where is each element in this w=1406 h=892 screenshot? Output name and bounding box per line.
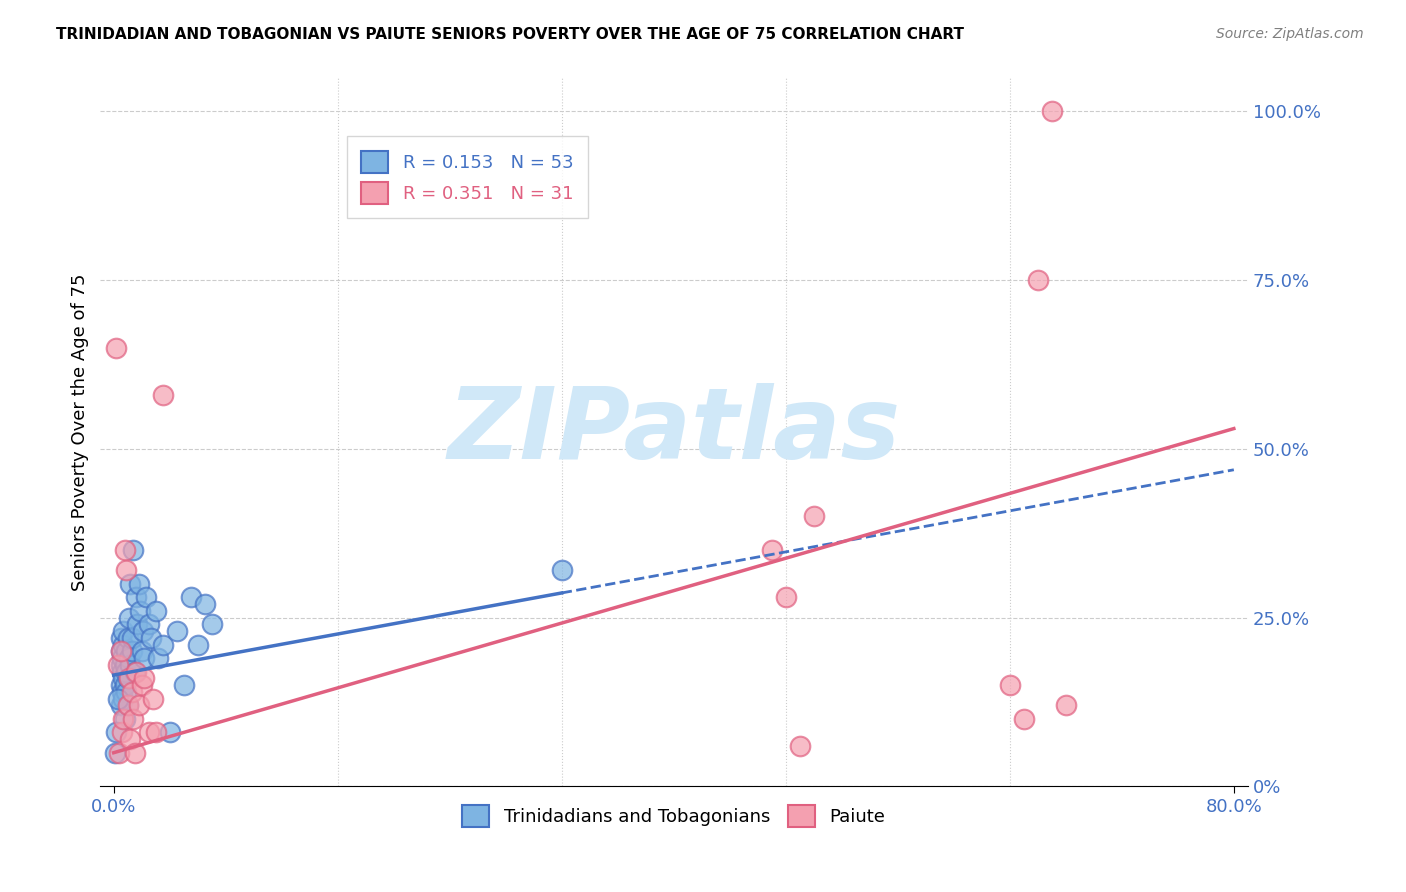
Point	[1054, 698, 1077, 713]
Point	[141, 631, 163, 645]
Point	[551, 563, 574, 577]
Point	[122, 712, 145, 726]
Point	[110, 678, 132, 692]
Point	[152, 388, 174, 402]
Text: ZIPatlas: ZIPatlas	[447, 384, 900, 481]
Point	[148, 651, 170, 665]
Point	[117, 672, 139, 686]
Point	[110, 631, 132, 645]
Point	[108, 746, 131, 760]
Point	[118, 610, 141, 624]
Point	[125, 591, 148, 605]
Point	[201, 617, 224, 632]
Point	[115, 563, 138, 577]
Point	[111, 665, 134, 679]
Point	[145, 604, 167, 618]
Point	[111, 685, 134, 699]
Point	[112, 638, 135, 652]
Point	[138, 725, 160, 739]
Point	[117, 698, 139, 713]
Point	[120, 732, 142, 747]
Point	[131, 678, 153, 692]
Y-axis label: Seniors Poverty Over the Age of 75: Seniors Poverty Over the Age of 75	[72, 273, 89, 591]
Point	[803, 509, 825, 524]
Point	[114, 657, 136, 672]
Point	[107, 691, 129, 706]
Point	[115, 665, 138, 679]
Point	[180, 591, 202, 605]
Point	[112, 624, 135, 639]
Point	[1040, 104, 1063, 119]
Point	[145, 725, 167, 739]
Point	[110, 698, 132, 713]
Point	[128, 577, 150, 591]
Point	[112, 691, 135, 706]
Point	[194, 597, 217, 611]
Point	[131, 644, 153, 658]
Point	[121, 685, 143, 699]
Point	[105, 725, 128, 739]
Point	[124, 665, 146, 679]
Point	[124, 746, 146, 760]
Point	[789, 739, 811, 753]
Point	[1026, 273, 1049, 287]
Point	[121, 631, 143, 645]
Point	[104, 746, 127, 760]
Point	[125, 665, 148, 679]
Point	[775, 591, 797, 605]
Point	[142, 691, 165, 706]
Point	[173, 678, 195, 692]
Point	[135, 591, 157, 605]
Point	[118, 672, 141, 686]
Text: TRINIDADIAN AND TOBAGONIAN VS PAIUTE SENIORS POVERTY OVER THE AGE OF 75 CORRELAT: TRINIDADIAN AND TOBAGONIAN VS PAIUTE SEN…	[56, 27, 965, 42]
Point	[132, 624, 155, 639]
Point	[122, 543, 145, 558]
Point	[114, 543, 136, 558]
Point	[114, 712, 136, 726]
Text: Source: ZipAtlas.com: Source: ZipAtlas.com	[1216, 27, 1364, 41]
Point	[112, 712, 135, 726]
Point	[152, 638, 174, 652]
Point	[129, 604, 152, 618]
Point	[107, 657, 129, 672]
Point	[110, 657, 132, 672]
Point	[115, 685, 138, 699]
Point	[159, 725, 181, 739]
Point	[120, 657, 142, 672]
Point	[111, 725, 134, 739]
Point	[117, 698, 139, 713]
Point	[121, 644, 143, 658]
Point	[118, 651, 141, 665]
Point	[112, 672, 135, 686]
Point	[1012, 712, 1035, 726]
Point	[998, 678, 1021, 692]
Point	[134, 672, 156, 686]
Point	[114, 678, 136, 692]
Point	[105, 341, 128, 355]
Point	[166, 624, 188, 639]
Point	[117, 631, 139, 645]
Point	[110, 644, 132, 658]
Point	[134, 651, 156, 665]
Point	[761, 543, 783, 558]
Point	[115, 644, 138, 658]
Point	[111, 651, 134, 665]
Point	[120, 577, 142, 591]
Point	[127, 617, 149, 632]
Point	[187, 638, 209, 652]
Point	[110, 644, 132, 658]
Point	[138, 617, 160, 632]
Point	[128, 698, 150, 713]
Legend: Trinidadians and Tobagonians, Paiute: Trinidadians and Tobagonians, Paiute	[456, 797, 893, 834]
